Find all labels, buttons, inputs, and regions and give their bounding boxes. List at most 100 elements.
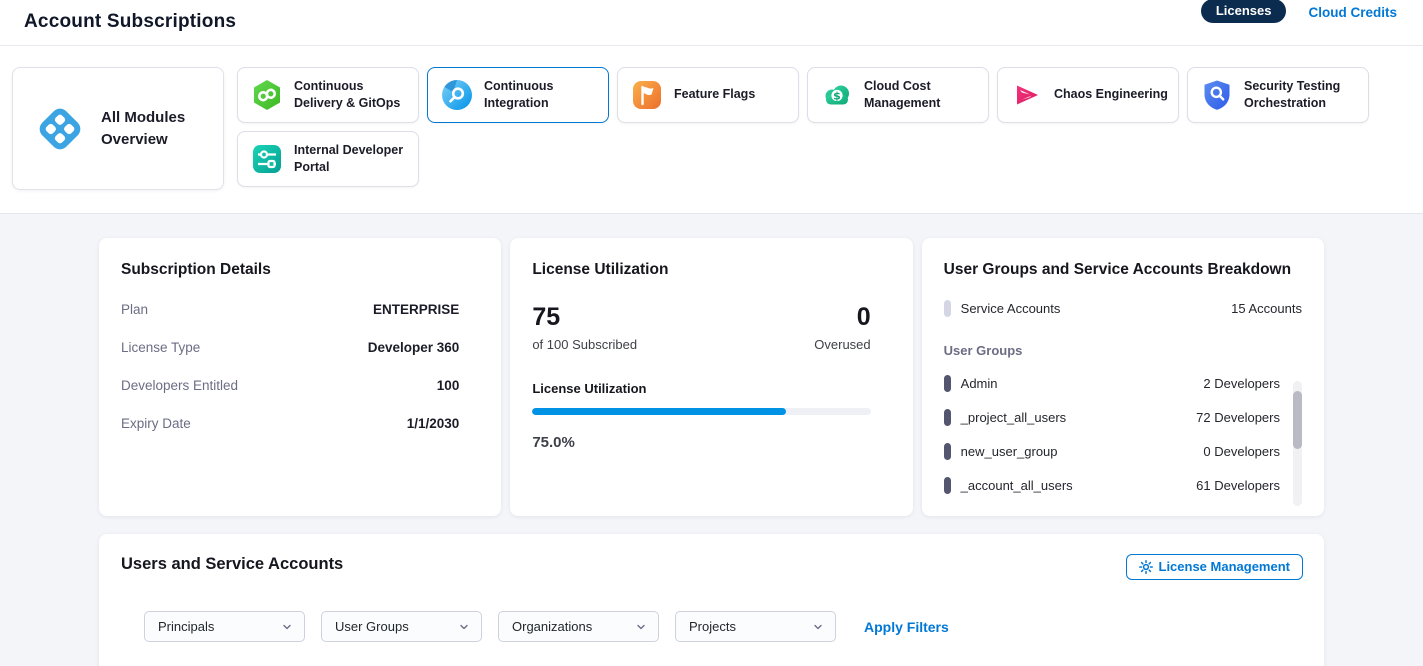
list-scrollbar-thumb[interactable] [1293,391,1302,449]
license-utilization-card: License Utilization 75 of 100 Subscribed… [510,238,912,516]
user-group-value: 72 Developers [1196,410,1280,425]
used-block: 75 of 100 Subscribed [532,305,637,352]
module-card-feature-flags[interactable]: Feature Flags [617,67,799,123]
user-group-color-pill [944,409,951,426]
breakdown-card: User Groups and Service Accounts Breakdo… [922,238,1324,516]
user-group-color-pill [944,477,951,494]
tab-licenses[interactable]: Licenses [1201,0,1287,23]
user-group-name: _account_all_users [961,478,1073,493]
svg-text:$: $ [833,89,841,102]
page-title: Account Subscriptions [24,11,236,33]
module-card-label: Continuous Integration [484,78,598,113]
plan-value: ENTERPRISE [373,302,459,317]
module-card-label: Feature Flags [674,86,755,104]
developers-entitled-label: Developers Entitled [121,378,238,393]
chaos-module-icon [1010,78,1044,112]
developers-entitled-row: Developers Entitled 100 [121,378,479,393]
plan-label: Plan [121,302,148,317]
principals-dropdown[interactable]: Principals [144,611,305,642]
apply-filters-link[interactable]: Apply Filters [864,619,949,635]
overused-count: 0 [814,305,870,330]
plan-row: Plan ENTERPRISE [121,302,479,317]
used-caption: of 100 Subscribed [532,337,637,352]
user-group-value: 61 Developers [1196,478,1280,493]
user-group-color-pill [944,375,951,392]
overused-block: 0 Overused [814,305,870,352]
organizations-dropdown[interactable]: Organizations [498,611,659,642]
chevron-down-icon [458,621,470,633]
expiry-date-row: Expiry Date 1/1/2030 [121,416,479,431]
user-group-value: 0 Developers [1203,444,1280,459]
service-accounts-row: Service Accounts 15 Accounts [944,300,1302,317]
user-groups-dropdown-label: User Groups [335,619,409,634]
user-group-row: _account_all_users 61 Developers [944,477,1280,494]
license-type-label: License Type [121,340,200,355]
utilization-numbers: 75 of 100 Subscribed 0 Overused [532,305,890,352]
expiry-date-label: Expiry Date [121,416,191,431]
expiry-date-value: 1/1/2030 [407,416,460,431]
used-count: 75 [532,305,637,330]
user-group-name: _project_all_users [961,410,1067,425]
license-management-label: License Management [1159,559,1291,574]
user-group-color-pill [944,443,951,460]
module-card-security-testing-orchestration[interactable]: Security Testing Orchestration [1187,67,1369,123]
user-group-row: new_user_group 0 Developers [944,443,1280,460]
summary-cards-row: Subscription Details Plan ENTERPRISE Lic… [99,238,1324,516]
module-card-label: Cloud Cost Management [864,78,978,113]
module-chips: Continuous Delivery & GitOps Continuous … [237,67,1377,190]
license-utilization-title: License Utilization [532,261,890,279]
developers-entitled-value: 100 [437,378,460,393]
utilization-percent: 75.0% [532,434,890,451]
projects-dropdown[interactable]: Projects [675,611,836,642]
ccm-module-icon: $ [820,78,854,112]
module-card-cloud-cost-management[interactable]: $ Cloud Cost Management [807,67,989,123]
user-group-value: 2 Developers [1203,376,1280,391]
all-modules-overview-label: All Modules Overview [101,107,209,151]
module-card-label: Chaos Engineering [1054,86,1168,104]
user-group-row: Admin 2 Developers [944,375,1280,392]
organizations-dropdown-label: Organizations [512,619,592,634]
subscription-details-card: Subscription Details Plan ENTERPRISE Lic… [99,238,501,516]
user-groups-dropdown[interactable]: User Groups [321,611,482,642]
user-group-row: _project_all_users 72 Developers [944,409,1280,426]
list-scrollbar-track[interactable] [1293,381,1302,506]
module-card-label: Continuous Delivery & GitOps [294,78,408,113]
module-card-chaos-engineering[interactable]: Chaos Engineering [997,67,1179,123]
license-type-row: License Type Developer 360 [121,340,479,355]
user-groups-list: Admin 2 Developers _project_all_users 72… [944,375,1302,494]
breakdown-title: User Groups and Service Accounts Breakdo… [944,261,1302,279]
license-management-button[interactable]: License Management [1126,554,1304,580]
user-group-name: new_user_group [961,444,1058,459]
module-card-label: Security Testing Orchestration [1244,78,1358,113]
feature-flags-module-icon [630,78,664,112]
subscription-details-title: Subscription Details [121,261,479,279]
filters-row: Principals User Groups Organizations Pro… [144,611,1302,642]
ci-module-icon [440,78,474,112]
overused-caption: Overused [814,337,870,352]
cd-module-icon [250,78,284,112]
header-tabs: Licenses Cloud Credits [1201,0,1397,23]
module-card-internal-developer-portal[interactable]: Internal Developer Portal [237,131,419,187]
page-header: Account Subscriptions Licenses Cloud Cre… [0,0,1423,46]
modules-strip: All Modules Overview Continuous Delivery… [0,46,1423,214]
service-accounts-color-pill [944,300,951,317]
module-card-continuous-delivery[interactable]: Continuous Delivery & GitOps [237,67,419,123]
service-accounts-value: 15 Accounts [1231,301,1302,316]
user-group-name: Admin [961,376,998,391]
idp-module-icon [250,142,284,176]
users-service-accounts-section: Users and Service Accounts License Manag… [99,534,1324,666]
utilization-bar-label: License Utilization [532,381,890,396]
module-card-continuous-integration[interactable]: Continuous Integration [427,67,609,123]
license-type-value: Developer 360 [368,340,460,355]
gear-icon [1139,560,1153,574]
tab-cloud-credits[interactable]: Cloud Credits [1308,5,1397,20]
projects-dropdown-label: Projects [689,619,736,634]
all-modules-overview-card[interactable]: All Modules Overview [12,67,224,190]
sto-module-icon [1200,78,1234,112]
principals-dropdown-label: Principals [158,619,214,634]
chevron-down-icon [812,621,824,633]
utilization-progress-fill [532,408,786,415]
module-card-label: Internal Developer Portal [294,142,408,177]
chevron-down-icon [281,621,293,633]
user-groups-label: User Groups [944,343,1302,358]
